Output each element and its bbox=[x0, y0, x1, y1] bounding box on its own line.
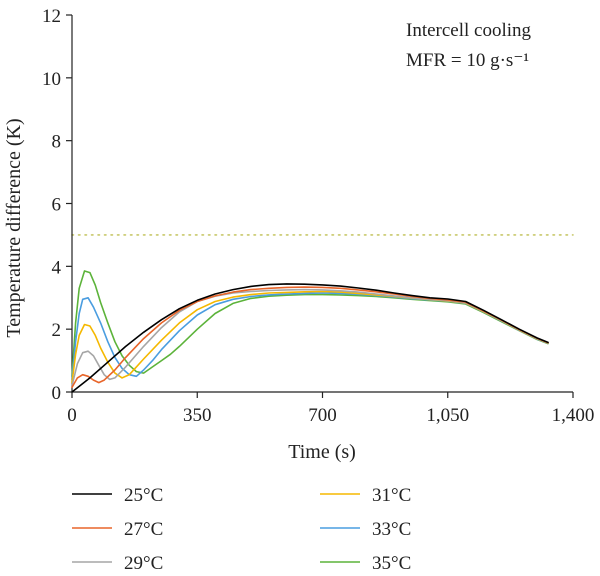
y-tick-label: 4 bbox=[52, 257, 62, 278]
legend-label: 35°C bbox=[372, 553, 411, 574]
x-tick-label: 700 bbox=[308, 405, 337, 426]
y-tick-label: 2 bbox=[52, 320, 62, 341]
legend: 25°C 27°C 29°C 31°C 33°C 35°C bbox=[72, 485, 411, 574]
legend-label: 27°C bbox=[124, 519, 163, 540]
y-tick-label: 12 bbox=[42, 6, 61, 27]
series-line-25c bbox=[71, 283, 549, 393]
legend-label: 25°C bbox=[124, 485, 163, 506]
x-tick-label: 1,050 bbox=[426, 405, 469, 426]
legend-label: 33°C bbox=[372, 519, 411, 540]
series-line-33c bbox=[71, 292, 549, 381]
x-axis-title: Time (s) bbox=[288, 441, 356, 463]
y-tick-label: 6 bbox=[52, 195, 62, 216]
x-tick-label: 0 bbox=[67, 405, 77, 426]
x-tick-label: 350 bbox=[183, 405, 212, 426]
annotation-cooling-mode: Intercell cooling bbox=[406, 20, 532, 41]
x-tick-label: 1,400 bbox=[552, 405, 595, 426]
legend-label: 31°C bbox=[372, 485, 411, 506]
y-axis-title: Temperature difference (K) bbox=[3, 118, 25, 337]
y-tick-label: 10 bbox=[42, 69, 61, 90]
series-line-29c bbox=[71, 288, 549, 387]
y-tick-label: 8 bbox=[52, 132, 62, 153]
annotation-mfr: MFR = 10 g·s⁻¹ bbox=[406, 50, 529, 71]
legend-label: 29°C bbox=[124, 553, 163, 574]
series-line-31c bbox=[71, 290, 549, 384]
y-tick-label: 0 bbox=[52, 383, 62, 404]
